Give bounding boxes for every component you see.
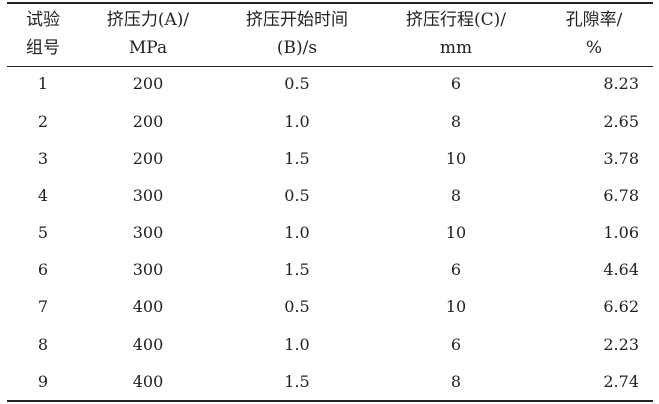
cell-pressure: 300 bbox=[132, 186, 164, 205]
cell-stroke: 10 bbox=[445, 149, 467, 168]
header-trial-line2: 组号 bbox=[26, 38, 60, 58]
cell-porosity: 1.06 bbox=[603, 223, 639, 242]
cell-trial: 7 bbox=[37, 297, 49, 316]
cell-porosity: 6.62 bbox=[603, 297, 639, 316]
cell-porosity: 8.23 bbox=[603, 74, 639, 93]
cell-pressure: 400 bbox=[132, 297, 164, 316]
header-rule bbox=[7, 66, 653, 67]
cell-trial: 3 bbox=[37, 149, 49, 168]
cell-start-time: 1.5 bbox=[284, 372, 310, 391]
cell-stroke: 8 bbox=[450, 186, 462, 205]
header-stroke-line2: mm bbox=[439, 38, 473, 58]
cell-pressure: 400 bbox=[132, 372, 164, 391]
header-start-time-line2: (B)/s bbox=[276, 38, 318, 58]
cell-trial: 9 bbox=[37, 372, 49, 391]
cell-trial: 6 bbox=[37, 260, 49, 279]
cell-start-time: 1.0 bbox=[284, 223, 310, 242]
cell-trial: 1 bbox=[37, 74, 49, 93]
header-trial-line1: 试验 bbox=[26, 10, 60, 30]
cell-stroke: 10 bbox=[445, 297, 467, 316]
cell-trial: 4 bbox=[37, 186, 49, 205]
cell-trial: 2 bbox=[37, 112, 49, 131]
cell-start-time: 1.0 bbox=[284, 112, 310, 131]
cell-pressure: 200 bbox=[132, 112, 164, 131]
cell-stroke: 6 bbox=[450, 260, 462, 279]
header-porosity-line1: 孔隙率/ bbox=[565, 10, 623, 30]
header-start-time-line1: 挤压开始时间 bbox=[246, 10, 348, 30]
header-stroke-line1: 挤压行程(C)/ bbox=[406, 10, 506, 30]
cell-trial: 5 bbox=[37, 223, 49, 242]
cell-pressure: 200 bbox=[132, 149, 164, 168]
cell-start-time: 0.5 bbox=[284, 74, 310, 93]
cell-porosity: 4.64 bbox=[603, 260, 639, 279]
header-pressure-line2: MPa bbox=[128, 38, 168, 58]
bottom-rule bbox=[7, 400, 653, 402]
cell-start-time: 0.5 bbox=[284, 186, 310, 205]
cell-stroke: 6 bbox=[450, 335, 462, 354]
cell-porosity: 3.78 bbox=[603, 149, 639, 168]
top-rule bbox=[7, 2, 653, 4]
cell-porosity: 2.65 bbox=[603, 112, 639, 131]
cell-stroke: 6 bbox=[450, 74, 462, 93]
cell-porosity: 2.74 bbox=[603, 372, 639, 391]
cell-trial: 8 bbox=[37, 335, 49, 354]
cell-porosity: 6.78 bbox=[603, 186, 639, 205]
cell-pressure: 300 bbox=[132, 260, 164, 279]
cell-porosity: 2.23 bbox=[603, 335, 639, 354]
cell-start-time: 0.5 bbox=[284, 297, 310, 316]
cell-pressure: 400 bbox=[132, 335, 164, 354]
cell-stroke: 8 bbox=[450, 112, 462, 131]
cell-pressure: 200 bbox=[132, 74, 164, 93]
cell-start-time: 1.5 bbox=[284, 260, 310, 279]
header-pressure-line1: 挤压力(A)/ bbox=[106, 10, 190, 30]
cell-pressure: 300 bbox=[132, 223, 164, 242]
cell-stroke: 10 bbox=[445, 223, 467, 242]
cell-start-time: 1.0 bbox=[284, 335, 310, 354]
cell-stroke: 8 bbox=[450, 372, 462, 391]
header-porosity-line2: % bbox=[585, 38, 603, 58]
cell-start-time: 1.5 bbox=[284, 149, 310, 168]
